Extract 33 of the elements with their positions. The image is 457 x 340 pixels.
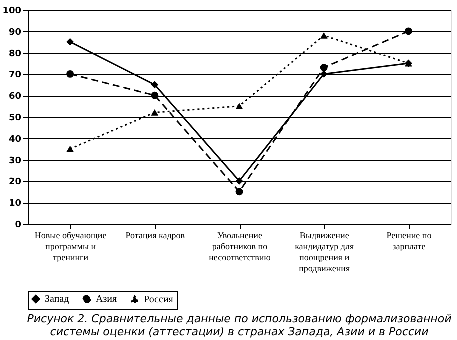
x-tick-label: Ротация кадров [126, 230, 186, 240]
point [236, 177, 244, 185]
point [236, 103, 244, 110]
point [151, 81, 159, 89]
point [404, 28, 412, 36]
y-tick-label: 70 [8, 70, 22, 81]
x-tick-label: Новые обучающие программы и тренинги [34, 230, 107, 262]
x-tick-label: Решение по зарплате [386, 230, 432, 252]
point [66, 38, 74, 46]
y-tick-label: 100 [2, 6, 22, 16]
y-tick-label: 50 [8, 114, 22, 124]
y-tick-label: 40 [8, 134, 22, 145]
x-tick-label: Выдвижение кандидатур для поощрения и продвижения [295, 230, 354, 274]
point [320, 32, 328, 39]
y-tick-label: 30 [8, 156, 22, 166]
legend-label: Россия [144, 294, 174, 306]
y-tick-label: 90 [8, 28, 22, 38]
y-tick-label: 10 [8, 199, 22, 210]
point [236, 188, 244, 196]
y-tick-label: 0 [15, 220, 22, 230]
y-tick-label: 20 [8, 178, 22, 188]
text: Рисунок 2. Сравнительные данные по использованию формализованной системы оценки (аттестации) в странах Запада, Азии и в России [27, 312, 452, 338]
y-tick-label: 80 [8, 49, 22, 60]
point [66, 146, 74, 152]
y-tick-label: 60 [8, 92, 22, 102]
point [320, 64, 328, 72]
x-tick-label: Увольнение работников по несоответствию [209, 230, 272, 262]
legend-label: Азия [96, 294, 118, 306]
legend-label: Запад [45, 294, 70, 306]
point [320, 70, 328, 78]
point [151, 92, 159, 100]
point [151, 110, 159, 116]
point [66, 70, 74, 78]
